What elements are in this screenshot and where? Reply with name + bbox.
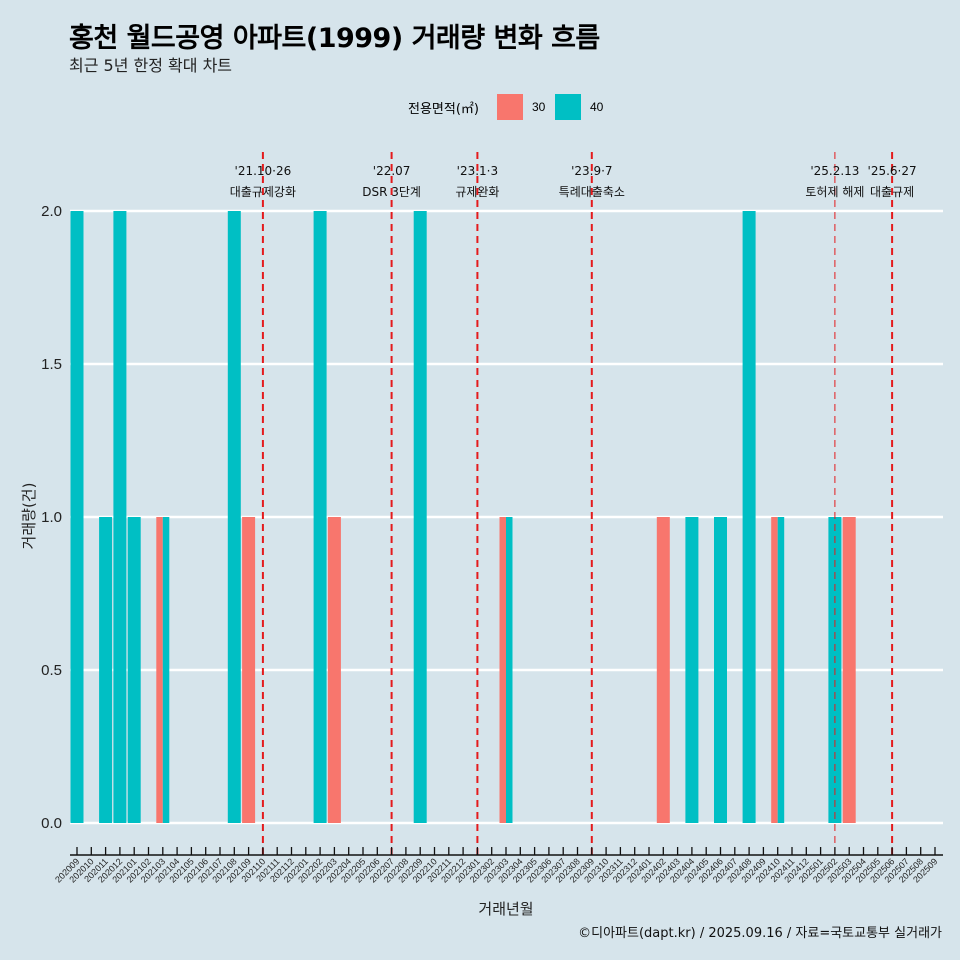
y-axis-title: 거래량(건): [20, 483, 38, 550]
bar-40-202209: [413, 211, 427, 823]
event-date: '23.1·3: [457, 164, 498, 178]
bar-40-202410: [777, 517, 785, 823]
chart-title: 홍천 월드공영 아파트(1999) 거래량 변화 흐름: [69, 23, 600, 54]
bar-40-202408: [742, 211, 756, 823]
bar-40-202108: [227, 211, 241, 823]
y-tick-label: 1.5: [41, 356, 62, 373]
bar-30-202402: [656, 517, 670, 823]
event-date: '25.2.13: [810, 164, 859, 178]
legend-key-40: [555, 94, 581, 120]
bar-40-202011: [99, 517, 113, 823]
event-label: 대출규제: [870, 185, 914, 199]
bar-40-202009: [70, 211, 84, 823]
legend-label-40: 40: [590, 100, 604, 114]
event-date: '25.6·27: [868, 164, 917, 178]
bar-40-202406: [714, 517, 727, 823]
legend-label-30: 30: [532, 100, 546, 114]
event-label: 토허제 해제: [805, 185, 864, 199]
event-date: '22.07: [373, 164, 411, 178]
bar-30-202503: [842, 517, 856, 823]
legend-title: 전용면적(㎡): [408, 102, 479, 117]
bar-40-202012: [113, 211, 127, 823]
bar-40-202103: [162, 517, 170, 823]
event-date: '23.9·7: [571, 164, 612, 178]
bar-30-202410: [771, 517, 778, 823]
bar-30-202203: [327, 517, 341, 823]
y-tick-label: 1.0: [41, 509, 62, 526]
bar-40-202101: [127, 517, 141, 823]
event-label: 규제완화: [455, 185, 499, 199]
bar-30-202109: [242, 517, 256, 823]
y-tick-label: 0.5: [41, 662, 62, 679]
legend-key-30: [497, 94, 523, 120]
bar-40-202404: [685, 517, 699, 823]
y-tick-label: 0.0: [41, 815, 62, 832]
chart-subtitle: 최근 5년 한정 확대 차트: [69, 56, 233, 75]
source-caption: ©디아파트(dapt.kr) / 2025.09.16 / 자료=국토교통부 실…: [578, 926, 942, 941]
y-tick-label: 2.0: [41, 203, 62, 220]
event-label: 특례대출축소: [559, 185, 625, 199]
bar-40-202202: [313, 211, 327, 823]
bar-30-202103: [156, 517, 163, 823]
bar-40-202303: [506, 517, 513, 823]
event-label: DSR 3단계: [362, 185, 421, 199]
x-axis-title: 거래년월: [478, 900, 533, 918]
bar-30-202303: [499, 517, 506, 823]
event-label: 대출규제강화: [230, 185, 296, 199]
event-date: '21.10·26: [235, 164, 292, 178]
